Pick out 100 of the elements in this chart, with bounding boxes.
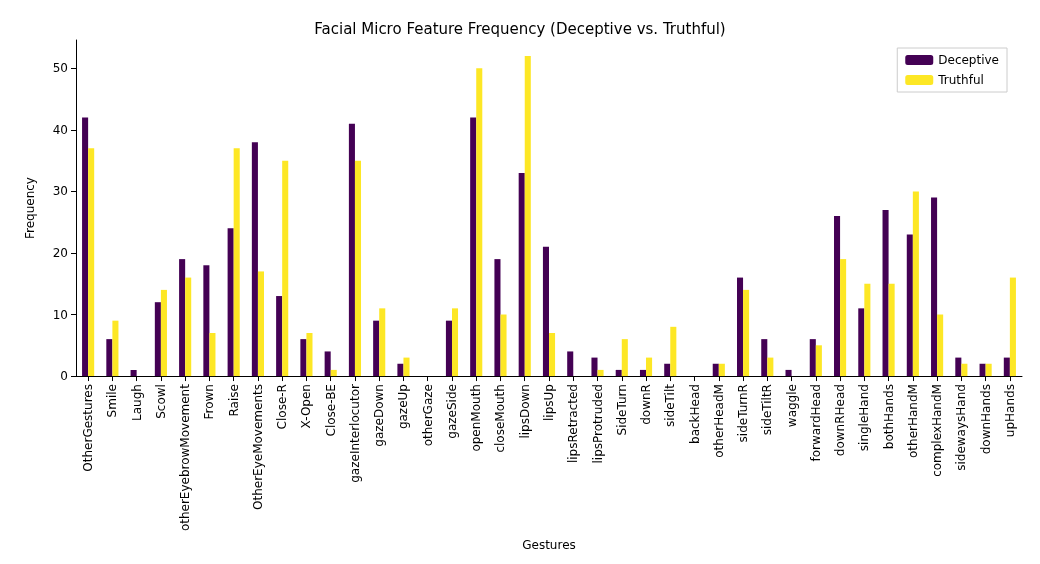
x-tick-label: lipsProtruded	[590, 384, 605, 464]
x-tick-label: gazeInterlocutor	[347, 384, 362, 483]
x-tick-label: gazeSide	[444, 384, 459, 439]
x-tick-label: Frown	[202, 384, 217, 420]
bar	[639, 369, 647, 377]
bar	[767, 357, 774, 377]
x-tick-label: openMouth	[469, 384, 484, 452]
bar	[712, 363, 719, 377]
x-tick-label: Close-R	[275, 384, 290, 430]
x-tick-label: SideTurn	[614, 384, 629, 436]
bar	[906, 234, 913, 377]
y-tick-label: 30	[52, 184, 68, 199]
bar	[664, 363, 671, 377]
y-tick-label: 40	[52, 122, 68, 137]
bar	[549, 332, 556, 377]
x-tick-label: otherHeadM	[711, 384, 726, 458]
bar	[621, 339, 628, 377]
bar	[961, 363, 968, 377]
bar	[203, 265, 210, 377]
x-tick-label: otherGaze	[420, 384, 435, 447]
bar	[397, 363, 404, 377]
bar	[840, 259, 847, 377]
bar	[88, 148, 95, 377]
legend-label: Deceptive	[938, 53, 1000, 67]
bar	[736, 277, 744, 377]
y-tick-label: 0	[60, 369, 68, 384]
x-tick-label: Raise	[226, 384, 241, 417]
bar	[185, 277, 192, 377]
chart-title: Facial Micro Feature Frequency (Deceptive vs. Truthful)	[314, 19, 726, 38]
x-tick-label: sideTurnR	[736, 384, 751, 443]
x-tick-label: complexHandM	[930, 384, 945, 477]
bar	[330, 369, 337, 377]
bar	[882, 209, 889, 377]
bar	[985, 363, 992, 377]
bar	[476, 68, 483, 377]
bar	[646, 357, 653, 377]
x-tick-label: waggle	[784, 384, 799, 428]
bar	[931, 197, 938, 377]
bar	[597, 369, 604, 377]
x-tick-label: bothHands	[881, 384, 896, 450]
bar	[785, 369, 792, 377]
bar	[615, 369, 622, 377]
x-tick-label: forwardHead	[808, 384, 823, 462]
bar	[542, 246, 549, 377]
x-tick-label: Scowl	[153, 384, 168, 419]
bar	[743, 289, 750, 377]
x-tick-label: sidewaysHand	[954, 384, 969, 471]
bar	[179, 259, 186, 377]
bar	[809, 339, 816, 377]
bar	[912, 191, 919, 377]
bar	[470, 117, 477, 377]
bar	[937, 314, 944, 377]
bar	[1003, 357, 1010, 377]
bar	[403, 357, 410, 377]
bar	[257, 271, 264, 377]
legend-label: Truthful	[937, 73, 984, 87]
bar	[227, 228, 234, 377]
x-tick-label: OtherGestures	[81, 384, 96, 472]
x-tick-label: Close-BE	[323, 384, 338, 437]
x-axis-title: Gestures	[522, 538, 576, 552]
x-tick-label: Laugh	[129, 384, 144, 421]
x-tick-label: otherHandM	[905, 384, 920, 458]
x-tick-label: X-Open	[299, 384, 314, 429]
x-tick-label: closeMouth	[493, 384, 508, 453]
bar	[282, 160, 289, 377]
x-tick-label: lipsDown	[517, 384, 532, 439]
bar	[761, 339, 768, 377]
bar	[524, 56, 531, 377]
y-tick-label: 50	[52, 61, 68, 76]
bar	[670, 326, 677, 377]
bar	[379, 308, 386, 377]
bar	[834, 216, 841, 377]
bar	[858, 308, 865, 377]
x-tick-label: backHead	[687, 384, 702, 444]
bar	[112, 320, 119, 377]
bar	[518, 172, 525, 377]
x-tick-label: lipsUp	[542, 384, 556, 421]
x-tick-label: Smile	[105, 384, 120, 418]
bar	[567, 351, 574, 377]
bar	[494, 259, 501, 377]
bar	[251, 142, 258, 377]
x-tick-label: singleHand	[857, 384, 872, 452]
bar	[276, 296, 283, 377]
bar	[233, 148, 240, 377]
y-tick-label: 20	[52, 245, 68, 260]
bar	[955, 357, 962, 377]
bar	[354, 160, 362, 377]
x-tick-label: sideTiltR	[760, 384, 775, 436]
x-tick-label: downR	[639, 384, 654, 425]
bar	[209, 332, 216, 377]
bar	[864, 283, 871, 377]
bar	[979, 363, 986, 377]
bar	[306, 332, 313, 377]
bar	[82, 117, 89, 377]
x-tick-label: downRHead	[833, 384, 848, 457]
x-tick-label: gazeDown	[372, 384, 387, 447]
bar	[160, 289, 167, 377]
x-tick-label: lipsRetracted	[566, 384, 581, 464]
y-axis-title: Frequency	[23, 177, 37, 240]
bar	[154, 302, 161, 377]
